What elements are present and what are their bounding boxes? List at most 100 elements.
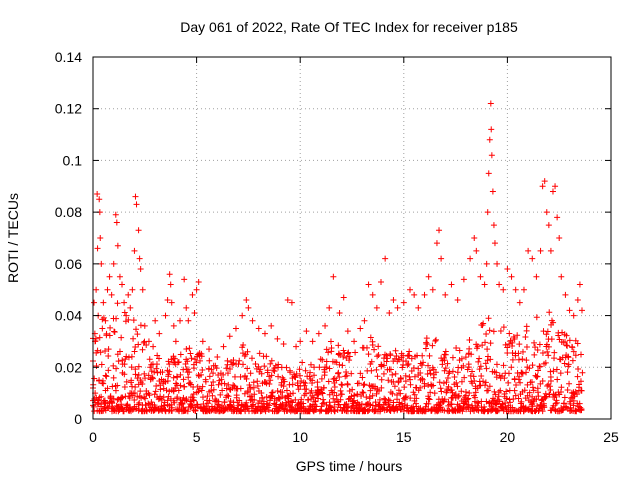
data-point	[456, 392, 463, 399]
data-point	[528, 378, 535, 385]
data-point	[539, 408, 546, 415]
data-point	[460, 276, 467, 283]
data-point	[189, 394, 196, 401]
data-point	[138, 394, 145, 401]
data-point	[170, 374, 177, 381]
data-point	[437, 385, 444, 392]
data-point	[495, 389, 502, 396]
data-point	[205, 400, 212, 407]
data-point	[465, 395, 472, 402]
data-point	[432, 369, 439, 376]
data-point	[183, 304, 190, 311]
data-point	[523, 357, 530, 364]
data-point	[336, 401, 343, 408]
data-point	[490, 328, 497, 335]
data-point	[553, 397, 560, 404]
data-point	[198, 353, 205, 360]
data-point	[544, 348, 551, 355]
data-point	[244, 365, 251, 372]
data-point	[523, 343, 530, 350]
data-point	[331, 408, 338, 415]
data-point	[146, 356, 153, 363]
data-point	[500, 324, 507, 331]
data-point	[258, 389, 265, 396]
data-point	[387, 366, 394, 373]
data-point	[143, 341, 150, 348]
data-point	[359, 389, 366, 396]
data-point	[360, 389, 367, 396]
data-point	[104, 286, 111, 293]
data-point	[251, 391, 258, 398]
data-point	[376, 396, 383, 403]
data-point	[425, 273, 432, 280]
data-point	[93, 362, 100, 369]
data-point	[118, 334, 125, 341]
data-point	[133, 326, 140, 333]
data-point	[512, 286, 519, 293]
data-point	[442, 365, 449, 372]
data-point	[190, 390, 197, 397]
data-point	[464, 396, 471, 403]
data-point	[290, 390, 297, 397]
data-point	[132, 344, 139, 351]
data-point	[297, 338, 304, 345]
data-point	[96, 196, 103, 203]
data-point	[345, 349, 352, 356]
data-point	[217, 391, 224, 398]
data-point	[493, 361, 500, 368]
data-point	[233, 394, 240, 401]
data-point	[177, 382, 184, 389]
data-point	[361, 317, 368, 324]
data-point	[391, 383, 398, 390]
data-point	[221, 399, 228, 406]
data-point	[254, 383, 261, 390]
data-point	[444, 375, 451, 382]
data-point	[113, 219, 120, 226]
data-point	[489, 406, 496, 413]
data-point	[545, 352, 552, 359]
data-point	[343, 369, 350, 376]
data-point	[488, 400, 495, 407]
data-point	[401, 384, 408, 391]
data-point	[295, 386, 302, 393]
data-point	[275, 361, 282, 368]
data-point	[467, 255, 474, 262]
data-point	[425, 400, 432, 407]
data-point	[287, 390, 294, 397]
data-point	[491, 240, 498, 247]
data-point	[441, 357, 448, 364]
data-point	[136, 255, 143, 262]
data-point	[530, 387, 537, 394]
data-point	[108, 291, 115, 298]
data-point	[200, 400, 207, 407]
data-point	[517, 379, 524, 386]
data-point	[195, 278, 202, 285]
data-point	[330, 376, 337, 383]
data-point	[139, 286, 146, 293]
data-point	[168, 407, 175, 414]
data-point	[127, 304, 134, 311]
data-point	[411, 391, 418, 398]
data-point	[358, 401, 365, 408]
data-point	[399, 364, 406, 371]
data-point	[476, 355, 483, 362]
data-point	[515, 395, 522, 402]
data-point	[132, 371, 139, 378]
data-point	[533, 273, 540, 280]
data-point	[505, 370, 512, 377]
data-point	[453, 344, 460, 351]
data-point	[166, 271, 173, 278]
data-point	[110, 362, 117, 369]
data-point	[411, 373, 418, 380]
data-point	[570, 402, 577, 409]
data-point	[159, 369, 166, 376]
data-point	[262, 379, 269, 386]
y-tick-label: 0.08	[55, 204, 82, 220]
data-point	[512, 352, 519, 359]
data-point	[369, 338, 376, 345]
data-point	[507, 399, 514, 406]
data-point	[319, 390, 326, 397]
data-point	[220, 343, 227, 350]
data-point	[202, 378, 209, 385]
data-point	[99, 316, 106, 323]
